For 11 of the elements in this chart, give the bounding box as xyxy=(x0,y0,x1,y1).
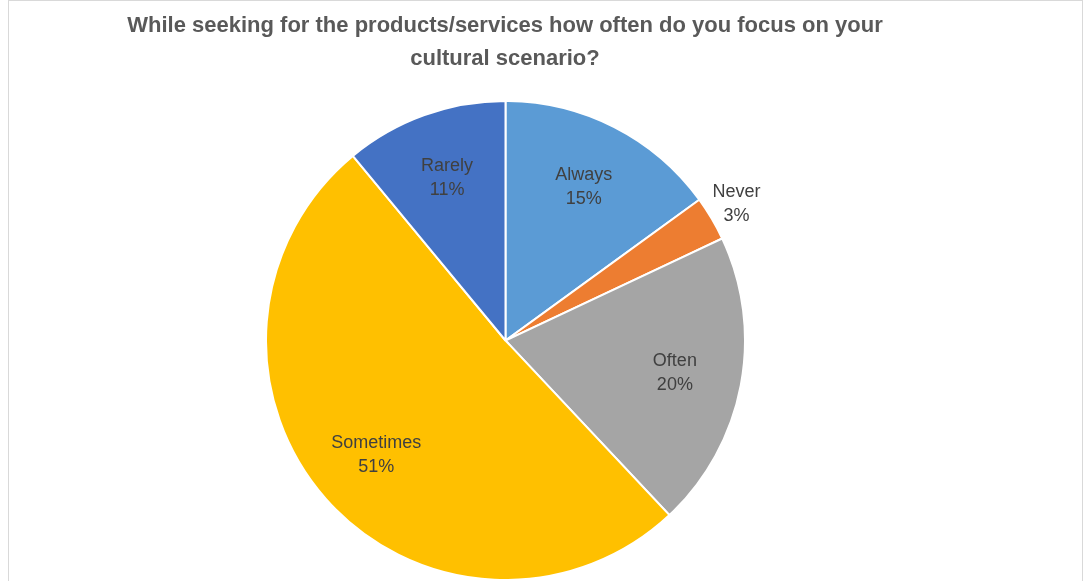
chart-title: While seeking for the products/services how often do you focus on your cultural scenario? xyxy=(126,11,884,72)
data-label: 51% xyxy=(358,455,395,476)
data-label: 20% xyxy=(656,373,693,394)
slice-label: Never xyxy=(712,180,761,201)
data-label: 11% xyxy=(429,179,465,200)
slice-label: Always xyxy=(555,163,613,184)
slice-label: Often xyxy=(652,349,697,370)
data-label: 3% xyxy=(723,204,750,225)
slice-label: Rarely xyxy=(421,155,474,176)
data-label: 15% xyxy=(565,187,602,208)
slice-label: Sometimes xyxy=(331,431,422,452)
